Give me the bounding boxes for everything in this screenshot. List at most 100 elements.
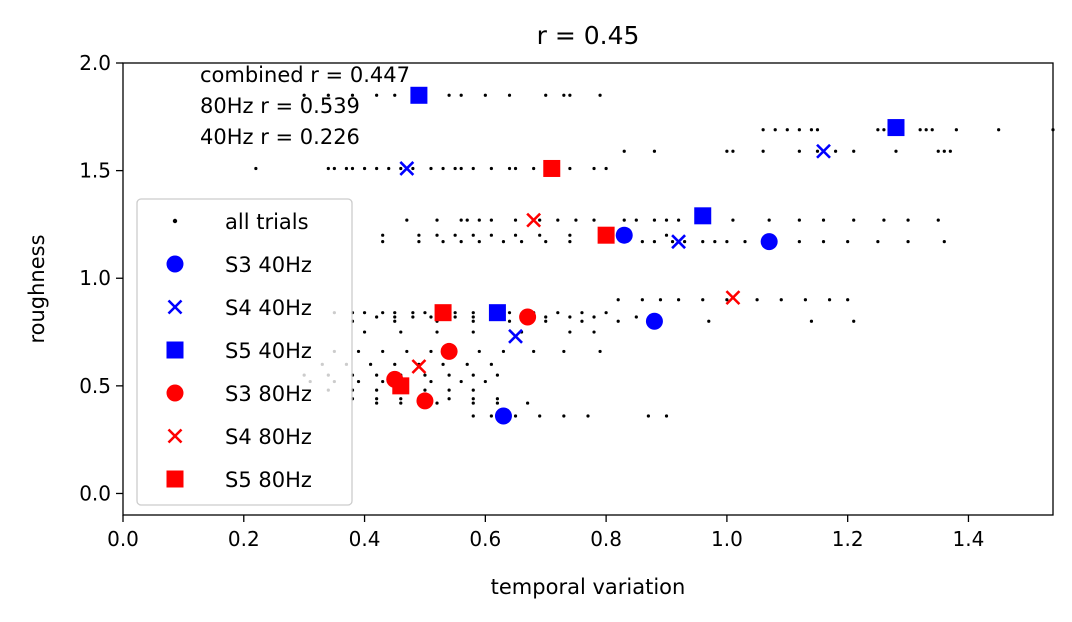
point-s0-37 [622,149,626,153]
point-s0-156 [604,311,608,315]
point-s0-119 [743,240,747,244]
point-s0-28 [471,166,475,171]
point-s0-166 [568,315,572,319]
point-s3-3 [887,119,905,137]
point-s6-3 [597,226,615,244]
point-s0-59 [918,128,922,132]
point-s0-36 [604,166,608,171]
legend-marker-3 [166,341,184,359]
point-s0-39 [725,149,729,153]
point-s0-171 [393,319,397,323]
point-s0-127 [616,298,620,302]
x-tick-label-3: 0.6 [469,527,501,551]
point-s3-0 [410,86,428,104]
point-s0-192 [501,349,506,354]
point-s0-124 [876,240,880,244]
point-s1-3 [760,233,778,251]
point-s5-1 [526,212,542,228]
point-s0-101 [664,233,669,237]
point-s0-174 [507,319,512,323]
point-s0-162 [471,315,475,319]
legend: all trials S3 40Hz S4 40Hz S5 40Hz S3 80Hz S4… [136,198,353,506]
legend-marker-5 [167,428,183,444]
point-s0-175 [544,319,548,323]
point-s0-225 [423,388,427,392]
point-s0-84 [797,218,801,222]
point-s0-218 [429,379,433,384]
point-s0-75 [592,218,596,222]
point-s0-97 [538,233,542,237]
point-s0-22 [399,166,403,171]
point-s0-53 [797,128,801,132]
point-s0-90 [381,233,385,237]
point-s0-77 [634,218,638,222]
point-s2-1-stroke-b [508,328,523,344]
point-s0-186 [356,349,361,354]
point-s0-149 [453,311,457,315]
point-s4-2 [440,342,458,360]
point-s0-139 [809,319,814,323]
x-axis: 0.0 0.2 0.4 0.6 0.8 1.0 1.2 1.4 [107,515,984,551]
point-s0-74 [574,218,578,222]
y-axis-label: roughness [25,234,49,343]
point-s0-41 [761,149,765,153]
point-s0-130 [676,298,681,302]
point-s0-14 [254,166,258,171]
legend-label-1: S3 40Hz [225,253,312,277]
point-s0-223 [375,388,379,392]
x-tick-label-2: 0.4 [349,527,381,551]
point-s0-191 [477,349,481,354]
x-tick-label-7: 1.4 [953,527,985,551]
x-tick-label-1: 0.2 [228,527,260,551]
point-s4-1 [416,392,434,410]
point-s0-16 [332,166,336,171]
point-s0-112 [640,240,644,244]
point-s5-0 [411,359,427,374]
x-tick-label-4: 0.8 [590,527,622,551]
point-s0-61 [930,128,934,132]
point-s0-155 [580,311,584,315]
chart-title: r = 0.45 [537,21,640,50]
data-layer [254,86,1055,425]
point-s0-212 [495,373,500,377]
point-s0-146 [411,311,415,315]
point-s0-94 [471,233,475,237]
point-s0-237 [435,401,439,405]
point-s0-82 [731,218,735,222]
point-s0-104 [441,240,445,244]
point-s0-220 [483,379,487,384]
x-tick-label-6: 1.2 [832,527,864,551]
point-s0-73 [556,218,560,222]
point-s0-145 [393,311,397,315]
series-6 [392,159,615,395]
x-axis-label: temporal variation [491,575,686,599]
point-s0-17 [344,166,349,171]
plot-frame [122,62,1054,516]
point-s0-160 [429,315,433,319]
point-s0-89 [936,218,940,222]
point-s0-207 [375,373,379,377]
point-s0-152 [507,311,512,315]
point-s0-147 [423,311,427,315]
legend-marker-2 [167,299,183,315]
point-s1-0 [494,407,512,425]
point-s0-125 [906,240,910,244]
point-s0-95 [489,233,493,237]
point-s0-193 [532,349,536,354]
point-s2-3-stroke-b [816,143,831,159]
point-s0-132 [725,298,729,302]
point-s0-184 [592,330,596,334]
point-s0-179 [399,330,403,334]
point-s0-168 [634,315,638,319]
point-s2-0-stroke-b [399,161,415,176]
point-s0-134 [779,298,783,302]
point-s0-27 [459,166,463,171]
point-s0-242 [489,414,493,418]
point-s2-1 [508,328,523,344]
point-s0-69 [477,218,481,222]
series-5 [411,212,741,374]
x-tick-label-5: 1.0 [711,527,743,551]
point-s3-2 [694,207,712,225]
point-s6-1 [434,304,452,322]
